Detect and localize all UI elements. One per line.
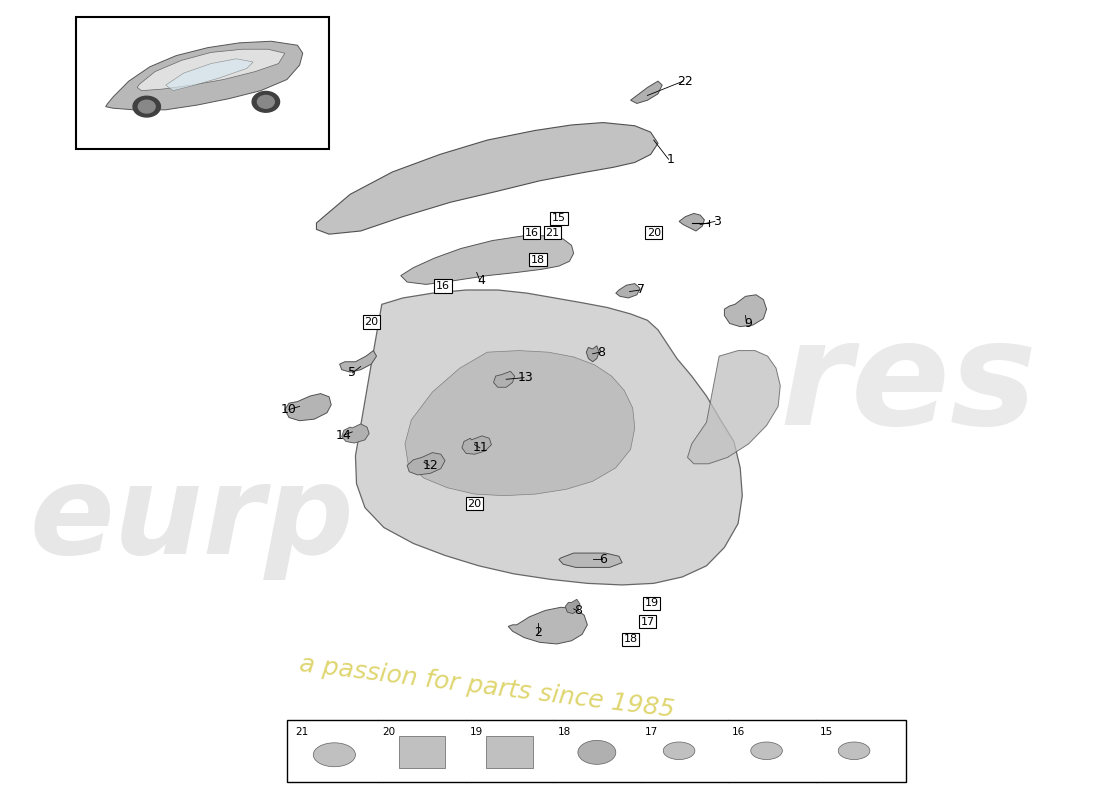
Polygon shape [340,350,376,372]
Circle shape [133,96,161,117]
Text: 15: 15 [820,727,833,737]
Text: 20: 20 [647,227,661,238]
Text: 17: 17 [645,727,658,737]
Bar [486,737,532,768]
Text: 8: 8 [597,346,605,358]
Text: 18: 18 [558,727,571,737]
Text: 1: 1 [667,153,674,166]
Ellipse shape [578,741,616,764]
Text: 17: 17 [640,617,654,626]
Text: 10: 10 [282,403,297,416]
Text: 5: 5 [349,366,356,379]
Polygon shape [586,346,600,362]
Text: 18: 18 [624,634,638,644]
Polygon shape [494,371,515,387]
Polygon shape [725,294,767,326]
Text: 12: 12 [422,459,438,472]
Polygon shape [285,394,331,421]
Circle shape [139,100,155,113]
Circle shape [252,91,279,112]
Bar [287,720,906,782]
Polygon shape [559,553,623,567]
Text: 2: 2 [534,626,541,639]
Polygon shape [565,599,580,614]
Text: 13: 13 [517,371,534,384]
Text: 9: 9 [745,317,752,330]
Text: 18: 18 [530,254,544,265]
Text: 7: 7 [637,283,645,297]
Polygon shape [138,50,285,90]
Text: 16: 16 [436,281,450,291]
Polygon shape [616,284,640,298]
Polygon shape [355,290,742,585]
Text: 21: 21 [295,727,308,737]
Text: a passion for parts since 1985: a passion for parts since 1985 [298,652,676,722]
Polygon shape [400,236,574,285]
Text: 19: 19 [470,727,483,737]
Text: 19: 19 [645,598,659,608]
Polygon shape [317,122,658,234]
Text: 11: 11 [473,442,488,454]
Text: 3: 3 [713,215,721,228]
Text: 15: 15 [552,214,565,223]
Text: 8: 8 [574,604,582,617]
Bar [398,737,446,768]
Bar [76,18,329,149]
Polygon shape [630,81,662,103]
Text: 21: 21 [546,227,560,238]
Ellipse shape [838,742,870,759]
Text: 20: 20 [468,498,482,509]
Polygon shape [166,58,253,90]
Polygon shape [688,350,780,464]
Text: 20: 20 [383,727,396,737]
Text: 20: 20 [364,317,378,327]
Text: 16: 16 [525,227,539,238]
Ellipse shape [314,743,355,766]
Ellipse shape [663,742,695,759]
Polygon shape [405,350,635,496]
Polygon shape [679,214,704,231]
Polygon shape [106,42,303,110]
Text: 14: 14 [336,429,352,442]
Text: 4: 4 [477,274,485,287]
Ellipse shape [750,742,782,759]
Text: eurp: eurp [30,459,354,580]
Text: 22: 22 [678,74,693,88]
Polygon shape [462,436,492,454]
Polygon shape [407,453,446,475]
Text: 6: 6 [600,553,607,566]
Circle shape [257,95,274,108]
Polygon shape [508,607,587,644]
Text: 16: 16 [733,727,746,737]
Text: res: res [780,314,1037,454]
Polygon shape [342,424,370,443]
